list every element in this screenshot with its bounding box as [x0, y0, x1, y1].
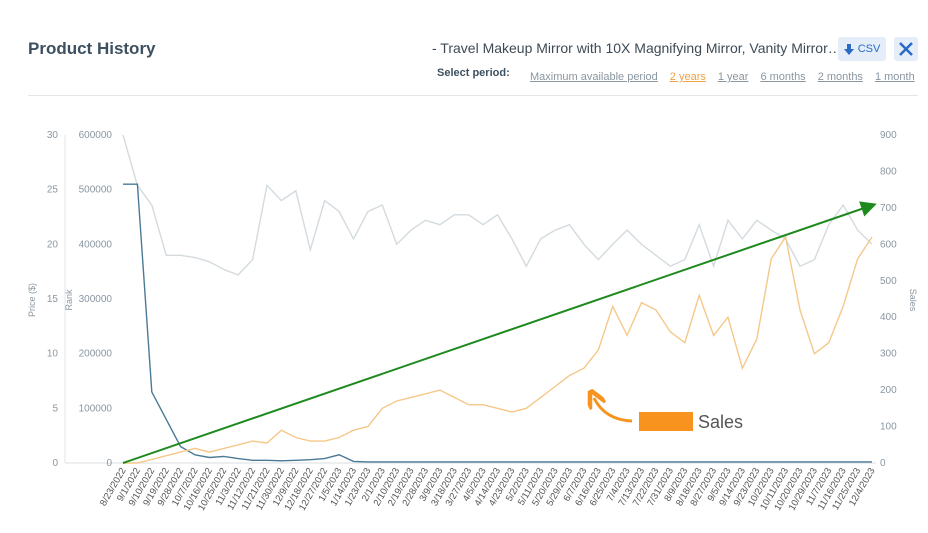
y-tick-label: 20	[47, 239, 59, 250]
period-link[interactable]: 1 month	[874, 71, 915, 83]
series-line	[122, 134, 873, 276]
y-tick-label: 600	[880, 239, 897, 250]
y-tick-label: 500000	[79, 185, 113, 196]
title: Product History	[28, 39, 156, 58]
y-tick-label: 0	[106, 458, 112, 469]
divider	[28, 95, 918, 96]
y-tick-label: 300	[880, 349, 897, 360]
series-line	[123, 183, 872, 463]
series-line	[123, 235, 873, 464]
y-tick-label: 100	[880, 422, 897, 433]
y-tick-label: 400	[880, 312, 897, 323]
close-button[interactable]	[894, 37, 918, 61]
annotation-text: Sales	[698, 412, 743, 432]
y-tick-label: 200	[880, 385, 897, 396]
y-tick-label: 300000	[79, 294, 113, 305]
y-tick-label: 10	[47, 349, 59, 360]
y-tick-label: 700	[880, 203, 897, 214]
y-tick-label: 25	[47, 185, 59, 196]
period-link[interactable]: 1 year	[717, 71, 749, 83]
period-links: Maximum available period 2 years 1 year 6 m…	[530, 67, 927, 85]
y-tick-label: 30	[47, 130, 59, 141]
y-tick-label: 5	[52, 403, 58, 414]
y-tick-label: 0	[880, 458, 886, 469]
period-link[interactable]: 2 years	[669, 71, 706, 83]
y-tick-label: 500	[880, 276, 897, 287]
annotation-arrow	[594, 398, 633, 423]
product-title: - Travel Makeup Mirror with 10X Magnifyi…	[432, 40, 842, 56]
y-tick-label: 800	[880, 166, 897, 177]
y-tick-label: 100000	[79, 403, 113, 414]
period-link[interactable]: 6 months	[760, 71, 806, 83]
period-label: Select period:	[437, 67, 510, 79]
y-tick-label: 600000	[79, 130, 113, 141]
csv-button[interactable]: CSV	[838, 37, 886, 61]
close-icon	[899, 42, 913, 56]
period-link[interactable]: 2 months	[817, 71, 863, 83]
y-tick-label: 15	[47, 294, 59, 305]
axis-label: Rank	[64, 289, 74, 311]
y-tick-label: 200000	[79, 349, 113, 360]
y-tick-label: 400000	[79, 239, 113, 250]
trend-arrow	[122, 201, 877, 464]
period-link[interactable]: Maximum available period	[530, 71, 658, 83]
annotation-swatch	[639, 412, 693, 431]
csv-label: CSV	[857, 43, 881, 55]
y-tick-label: 900	[880, 130, 897, 141]
y-tick-label: 0	[52, 458, 58, 469]
axis-label: Price ($)	[27, 283, 37, 317]
download-icon	[843, 43, 854, 55]
axis-label: Sales	[908, 289, 918, 312]
